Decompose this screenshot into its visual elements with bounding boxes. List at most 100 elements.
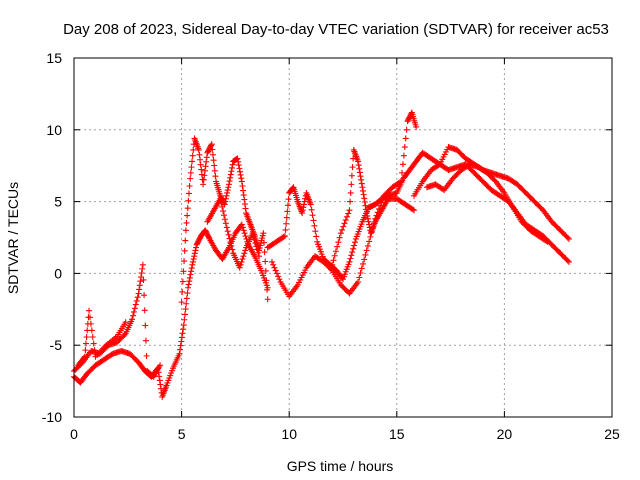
data-point-mark xyxy=(355,279,362,286)
data-point-mark xyxy=(238,175,245,182)
data-point-mark xyxy=(351,242,358,249)
data-point-mark xyxy=(141,292,148,299)
x-tick-label: 5 xyxy=(178,426,186,442)
data-point-mark xyxy=(400,152,407,159)
data-point-mark xyxy=(237,171,244,178)
data-point-mark xyxy=(268,258,275,265)
data-point-mark xyxy=(308,206,315,213)
data-point-mark xyxy=(359,187,366,194)
data-point-mark xyxy=(197,161,204,168)
data-point-mark xyxy=(80,354,87,361)
data-point-mark xyxy=(178,299,185,306)
data-point-mark xyxy=(242,205,249,212)
data-point-mark xyxy=(227,174,234,181)
data-point-mark xyxy=(178,334,185,341)
data-point-mark xyxy=(361,195,368,202)
data-point-mark xyxy=(238,258,245,265)
data-point-mark xyxy=(300,204,307,211)
data-point-mark xyxy=(211,162,218,169)
data-point-mark xyxy=(236,264,243,271)
data-point-mark xyxy=(280,233,287,240)
data-point-mark xyxy=(283,220,290,227)
data-point-mark xyxy=(133,297,140,304)
data-point-mark xyxy=(363,247,370,254)
data-point-mark xyxy=(355,158,362,165)
data-point-mark xyxy=(363,206,370,213)
data-point-mark xyxy=(261,249,268,256)
data-point-mark xyxy=(129,316,136,323)
data-point-mark xyxy=(348,252,355,259)
data-point-mark xyxy=(356,169,363,176)
plot-frame xyxy=(73,57,613,418)
data-point-mark xyxy=(362,202,369,209)
data-point-mark xyxy=(187,271,194,278)
y-tick-label: 15 xyxy=(46,50,62,66)
x-tick-label: 0 xyxy=(70,426,78,442)
data-point-mark xyxy=(348,172,355,179)
data-point-mark xyxy=(235,158,242,165)
data-point-mark xyxy=(186,183,193,190)
data-point-mark xyxy=(340,223,347,230)
data-point-mark xyxy=(87,320,94,327)
data-point-mark xyxy=(211,167,218,174)
data-point-mark xyxy=(300,201,307,208)
data-point-mark xyxy=(356,274,363,281)
data-point-mark xyxy=(401,144,408,151)
data-point-mark xyxy=(137,278,144,285)
data-point-mark xyxy=(351,239,358,246)
data-point-mark xyxy=(131,305,138,312)
data-point-mark xyxy=(130,312,137,319)
data-point-mark xyxy=(221,216,228,223)
data-point-mark xyxy=(229,246,236,253)
data-point-mark xyxy=(82,347,89,354)
data-point-mark xyxy=(142,337,149,344)
data-point-mark xyxy=(241,196,248,203)
data-point-mark xyxy=(156,377,163,384)
data-point-mark xyxy=(180,268,187,275)
data-point-mark xyxy=(177,346,184,353)
data-point-mark xyxy=(181,316,188,323)
data-point-mark xyxy=(189,258,196,265)
data-point-mark xyxy=(364,212,371,219)
data-point-mark xyxy=(337,230,344,237)
data-point-mark xyxy=(238,221,245,228)
data-point-mark xyxy=(196,151,203,158)
data-point-mark xyxy=(398,178,405,185)
data-point-mark xyxy=(256,253,263,260)
data-point-mark xyxy=(179,330,186,337)
series-trace-a xyxy=(71,221,271,400)
data-point-mark xyxy=(347,189,354,196)
data-point-mark xyxy=(366,238,373,245)
data-point-mark xyxy=(239,224,246,231)
data-point-mark xyxy=(222,195,229,202)
data-point-mark xyxy=(403,126,410,133)
data-point-mark xyxy=(360,191,367,198)
data-point-mark xyxy=(285,196,292,203)
data-point-mark xyxy=(250,233,257,240)
data-point-mark xyxy=(195,146,202,153)
data-point-mark xyxy=(242,247,249,254)
data-point-mark xyxy=(543,237,550,244)
data-point-mark xyxy=(86,307,93,314)
data-point-mark xyxy=(347,255,354,262)
data-point-mark xyxy=(212,173,219,180)
data-point-mark xyxy=(229,164,236,171)
data-point-mark xyxy=(223,192,230,199)
data-point-mark xyxy=(179,288,186,295)
data-point-mark xyxy=(219,203,226,210)
data-point-mark xyxy=(281,233,288,240)
data-point-mark xyxy=(241,250,248,257)
data-point-mark xyxy=(240,192,247,199)
data-point-mark xyxy=(136,282,143,289)
data-point-mark xyxy=(176,350,183,357)
data-point-mark xyxy=(222,220,229,227)
x-tick-label: 20 xyxy=(497,426,513,442)
data-point-mark xyxy=(223,224,230,231)
data-point-mark xyxy=(157,381,164,388)
data-point-mark xyxy=(140,276,147,283)
data-point-mark xyxy=(142,322,149,329)
series-trace-g xyxy=(268,109,420,300)
y-tick-label: 5 xyxy=(54,194,62,210)
data-point-mark xyxy=(182,227,189,234)
